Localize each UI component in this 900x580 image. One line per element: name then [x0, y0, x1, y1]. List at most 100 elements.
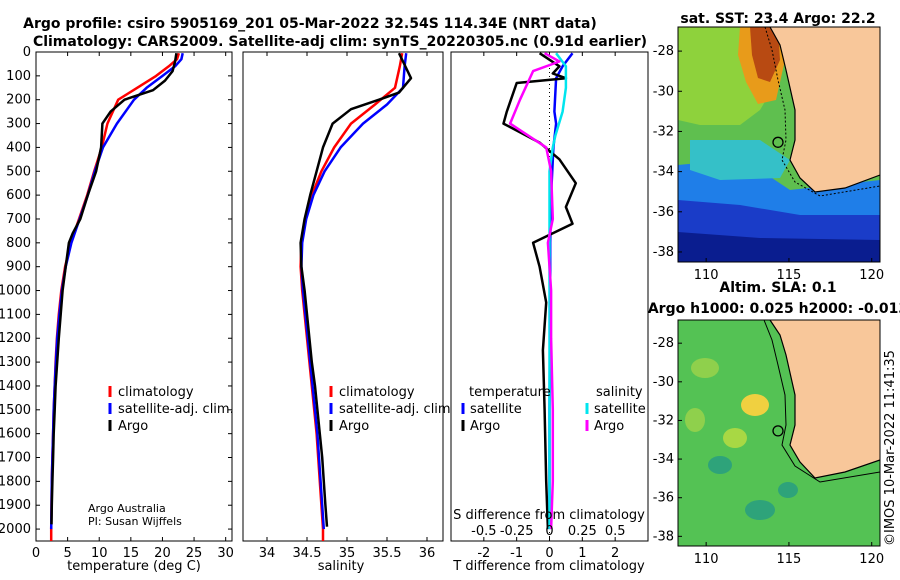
- legend-label-climatology: climatology: [339, 385, 415, 400]
- isobath: [763, 320, 880, 483]
- legend-label-argo: Argo: [118, 419, 148, 434]
- x-tick-label: 20: [154, 546, 171, 561]
- sla-map-ticks: 110 115 120 -28 -30 -32 -34 -36 -38: [653, 336, 884, 567]
- map-x-tick-label: 115: [777, 552, 802, 567]
- sla-map-panel: Altim. SLA: 0.1 Argo h1000: 0.025 h2000:…: [648, 280, 900, 567]
- sla-blob: [691, 358, 719, 378]
- credit-line-2: PI: Susan Wijffels: [88, 515, 182, 528]
- x-tick-label: 35: [339, 546, 356, 561]
- temperature-lines: [49, 52, 184, 541]
- difference-panel: -2 -1 0 1 2 T difference from climatology S …: [450, 51, 649, 574]
- x-tick-label: 0: [545, 546, 553, 561]
- land: [770, 320, 880, 478]
- sdiff-tick-label: 0: [545, 524, 553, 539]
- sdiff-label: S difference from climatology: [453, 508, 645, 523]
- map-y-tick-label: -34: [653, 165, 674, 180]
- legend-title-temperature: temperature: [469, 385, 551, 400]
- sla-blob: [685, 408, 705, 432]
- legend-label-satellite: satellite-adj. clim.: [118, 402, 234, 417]
- land: [770, 27, 880, 192]
- temperature-xlabel: temperature (deg C): [67, 559, 201, 574]
- depth-tick-label: 900: [6, 260, 31, 275]
- x-tick-label: 35.5: [373, 546, 402, 561]
- x-tick-label: 2: [611, 546, 619, 561]
- argo-position-marker: [772, 136, 784, 148]
- sla-map-image: [678, 320, 880, 546]
- legend-title-salinity: salinity: [596, 385, 643, 400]
- map-y-tick-label: -28: [653, 336, 674, 351]
- sst-map-panel: sat. SST: 23.4 Argo: 22.2 110 115 120 -28 -3…: [653, 11, 884, 283]
- sst-map-frame: [677, 26, 881, 263]
- map-y-tick-label: -38: [653, 245, 674, 260]
- x-tick-label: -1: [510, 546, 523, 561]
- difference-legend: temperature satellite Argo salinity sate…: [461, 385, 646, 434]
- sla-blob: [741, 394, 769, 416]
- depth-tick-label: 1300: [0, 355, 31, 370]
- sdiff-tick-label: 0.25: [568, 524, 597, 539]
- sla-blob: [708, 456, 732, 474]
- sla-blob: [723, 428, 747, 448]
- sst-map-ticks: 110 115 120 -28 -30 -32 -34 -36 -38: [653, 44, 884, 283]
- map-x-tick-label: 110: [694, 552, 719, 567]
- tdiff-xlabel: T difference from climatology: [452, 559, 645, 574]
- depth-tick-label: 1500: [0, 403, 31, 418]
- series-argo: [50, 53, 178, 525]
- legend-label-s-argo: Argo: [594, 419, 624, 434]
- salinity-legend: climatology satellite-adj. clim. Argo: [329, 385, 455, 434]
- temperature-axes-frame: [35, 51, 233, 542]
- map-y-tick-label: -38: [653, 529, 674, 544]
- x-tick-label: 15: [123, 546, 140, 561]
- temperature-panel: 0100200300400500600700800900100011001200…: [0, 45, 648, 574]
- sla-blob: [745, 500, 775, 520]
- depth-tick-label: 1900: [0, 498, 31, 513]
- depth-tick-label: 0: [23, 45, 31, 60]
- x-tick-label: 1: [578, 546, 586, 561]
- legend-label-climatology: climatology: [118, 385, 194, 400]
- figure-title-line-1: Argo profile: csiro 5905169_201 05-Mar-2…: [23, 16, 597, 32]
- figure-title-line-2: Climatology: CARS2009. Satellite-adj cli…: [33, 34, 647, 50]
- sdiff-tick-label: 0.5: [605, 524, 626, 539]
- map-y-tick-label: -30: [653, 375, 674, 390]
- legend-label-t-argo: Argo: [470, 419, 500, 434]
- map-y-tick-label: -30: [653, 84, 674, 99]
- depth-tick-label: 2000: [0, 522, 31, 537]
- x-tick-label: -2: [477, 546, 490, 561]
- x-tick-label: 34: [259, 546, 276, 561]
- sst-map-title: sat. SST: 23.4 Argo: 22.2: [680, 11, 875, 27]
- coastline: [769, 27, 880, 193]
- series-argo: [299, 52, 413, 527]
- sla-blob: [778, 482, 798, 498]
- map-x-tick-label: 120: [859, 552, 884, 567]
- legend-label-t-satellite: satellite: [470, 402, 522, 417]
- depth-tick-label: 1600: [0, 427, 31, 442]
- map-x-tick-label: 115: [777, 268, 802, 283]
- sla-map-frame: [677, 319, 881, 547]
- sst-map-image: [678, 27, 880, 262]
- depth-tick-label: 700: [6, 212, 31, 227]
- legend-label-s-satellite: satellite: [594, 402, 646, 417]
- depth-tick-label: 200: [6, 93, 31, 108]
- depth-tick-label: 1700: [0, 451, 31, 466]
- x-tick-label: 0: [32, 546, 40, 561]
- map-y-tick-label: -32: [653, 413, 674, 428]
- sst-hottest-band: [750, 27, 780, 82]
- x-tick-label: 5: [63, 546, 71, 561]
- sla-map-subtitle: Argo h1000: 0.025 h2000: -0.013: [648, 301, 900, 317]
- sdiff-tick-labels: -0.5 -0.25 0 0.25 0.5: [471, 524, 625, 539]
- imos-watermark: ©IMOS 10-Mar-2022 11:41:35: [883, 350, 898, 546]
- temperature-legend: climatology satellite-adj. clim. Argo: [108, 385, 234, 434]
- depth-tick-label: 1400: [0, 379, 31, 394]
- salinity-lines: [299, 52, 413, 541]
- series-s-satellite: [548, 52, 568, 530]
- salinity-panel: 34 34.5 35 35.5 36 salinity climatology sate…: [242, 51, 455, 574]
- depth-tick-label: 1000: [0, 284, 31, 299]
- legend-label-satellite: satellite-adj. clim.: [339, 402, 455, 417]
- sdiff-tick-label: -0.25: [500, 524, 534, 539]
- isobath: [764, 27, 880, 197]
- map-x-tick-label: 110: [694, 268, 719, 283]
- map-x-tick-label: 120: [859, 268, 884, 283]
- series-s-argo: [508, 52, 561, 530]
- difference-lines: [502, 52, 578, 530]
- depth-tick-label: 1200: [0, 331, 31, 346]
